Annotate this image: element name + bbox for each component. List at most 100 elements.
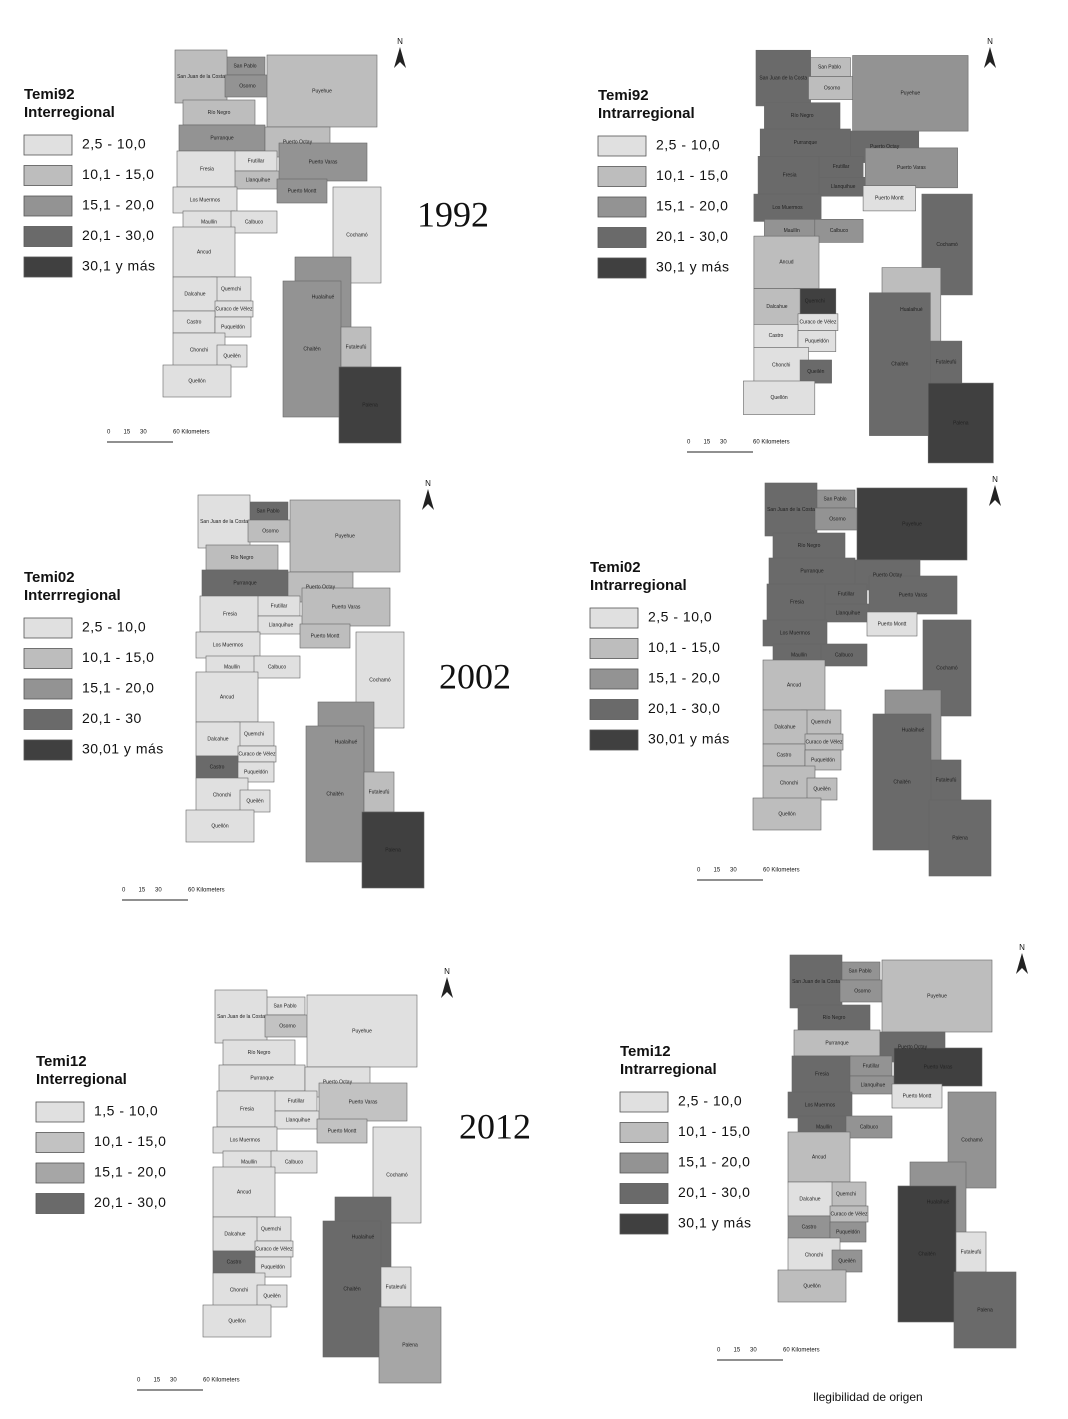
place-label: Quemchi: [836, 1191, 856, 1197]
place-label: Cochamó: [346, 232, 368, 238]
legend-swatch: [597, 227, 647, 248]
comuna-region: [212, 1166, 276, 1218]
legend-label: 2,5 - 10,0: [648, 609, 712, 625]
legend-title: Temi12: [620, 1043, 671, 1060]
legend-label: 20,1 - 30,0: [656, 228, 728, 244]
north-arrow: [422, 489, 434, 510]
scale-label: 60 Kilometers: [173, 430, 210, 436]
place-label: Queilén: [838, 1258, 855, 1264]
place-label: Puerto Varas: [897, 165, 926, 171]
legend-label: 15,1 - 20,0: [648, 670, 720, 686]
place-label: Fresia: [815, 1071, 829, 1077]
comuna-region: [953, 1271, 1017, 1349]
comuna-region: [814, 219, 864, 243]
comuna-region: [928, 799, 992, 877]
place-label: Río Negro: [208, 110, 231, 116]
legend-label: 15,1 - 20,0: [678, 1154, 750, 1170]
place-label: Fresia: [783, 173, 797, 179]
place-label: Quemchi: [805, 299, 825, 305]
legend-title: Interrregional: [24, 587, 121, 604]
comuna-region: [845, 1115, 893, 1139]
comuna-region: [869, 292, 931, 436]
place-label: Purranque: [250, 1075, 274, 1081]
place-label: Puerto Octay: [323, 1079, 353, 1085]
place-label: Palena: [952, 835, 968, 841]
place-label: Río Negro: [231, 555, 254, 561]
place-label: San Juan de la Costa: [177, 74, 225, 80]
place-label: Puqueldón: [805, 338, 829, 344]
place-label: Maullín: [201, 219, 217, 225]
footer-note: llegibilidad de origen: [813, 1390, 922, 1404]
place-label: Chaitén: [893, 779, 910, 785]
legend-label: 10,1 - 15,0: [656, 167, 728, 183]
place-label: Chonchi: [230, 1287, 248, 1293]
legend-label: 20,1 - 30,0: [678, 1184, 750, 1200]
place-label: Calbuco: [830, 228, 849, 234]
comuna-region: [893, 1047, 983, 1087]
comuna-region: [930, 759, 962, 801]
comuna-region: [753, 193, 822, 222]
comuna-region: [172, 276, 218, 312]
place-label: Quemchi: [261, 1226, 281, 1232]
legend-swatch: [619, 1091, 669, 1113]
legend-title: Interregional: [24, 104, 115, 121]
scale-label: 30: [730, 868, 737, 874]
place-label: Castro: [187, 319, 202, 325]
place-label: Osorno: [239, 83, 256, 89]
place-label: Puqueldón: [811, 757, 835, 763]
place-label: Chonchi: [772, 363, 790, 369]
place-label: Llanquihue: [269, 622, 294, 628]
year-label: 1992: [417, 194, 489, 234]
scale-label: 0: [697, 868, 701, 874]
place-label: Puqueldón: [244, 769, 268, 775]
place-label: Palena: [362, 402, 378, 408]
legend-label: 30,01 y más: [648, 731, 730, 747]
place-label: Quellón: [188, 378, 205, 384]
comuna-region: [929, 340, 963, 384]
comuna-region: [218, 1064, 306, 1092]
place-label: Quellón: [803, 1283, 820, 1289]
legend-label: 2,5 - 10,0: [82, 619, 146, 635]
scale-label: 30: [170, 1378, 177, 1384]
place-label: San Juan de la Costa: [759, 75, 807, 81]
place-label: Puerto Varas: [924, 1064, 953, 1070]
comuna-region: [338, 366, 402, 444]
comuna-region: [825, 1181, 867, 1207]
comuna-region: [195, 721, 241, 757]
place-label: Chonchi: [213, 792, 231, 798]
place-label: Chaitén: [918, 1251, 935, 1257]
legend-swatch: [35, 1132, 85, 1153]
comuna-region: [216, 1090, 278, 1128]
legend-swatch: [597, 135, 647, 157]
place-label: Río Negro: [798, 543, 821, 549]
place-label: Llanquihue: [836, 610, 861, 616]
place-label: Puerto Montt: [328, 1128, 357, 1134]
legend-swatch: [23, 648, 73, 669]
comuna-region: [216, 344, 248, 368]
comuna-region: [185, 809, 255, 843]
place-label: Cochamó: [936, 242, 958, 248]
comuna-region: [820, 643, 868, 667]
scale-label: 30: [155, 888, 162, 894]
comuna-region: [829, 1221, 867, 1243]
place-label: Osorno: [824, 85, 841, 91]
legend-swatch: [589, 638, 639, 659]
north-label: N: [992, 475, 998, 484]
place-label: Fresia: [200, 166, 214, 172]
place-label: Futaleufú: [386, 1284, 407, 1290]
comuna-region: [831, 1249, 863, 1273]
legend-label: 2,5 - 10,0: [678, 1093, 742, 1109]
place-label: Hualaihué: [352, 1234, 375, 1240]
place-label: Puyehue: [312, 88, 332, 94]
north-label: N: [987, 37, 993, 46]
legend-title: Temi92: [598, 87, 649, 104]
legend-swatch: [597, 196, 647, 218]
comuna-region: [316, 1118, 368, 1144]
comuna-region: [791, 1055, 853, 1093]
comuna-region: [361, 811, 425, 889]
place-label: Hualaihué: [335, 739, 358, 745]
legend-label: 20,1 - 30: [82, 710, 142, 726]
place-label: Puyehue: [927, 993, 947, 999]
comuna-region: [253, 655, 301, 679]
place-label: Purranque: [825, 1040, 849, 1046]
